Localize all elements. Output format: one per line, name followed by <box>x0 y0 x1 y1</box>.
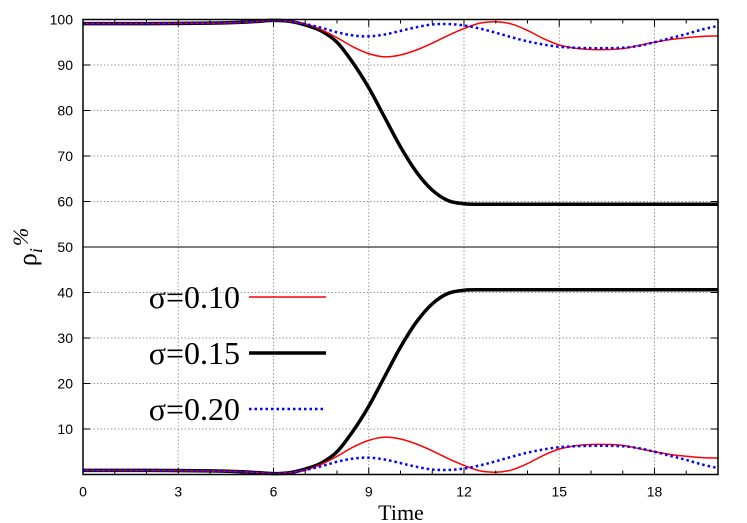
x-axis-label: Time <box>378 500 424 523</box>
axes: 0 3 6 9 12 15 18 10 20 30 40 50 60 70 80 90 100 <box>50 12 719 500</box>
x-tick-label: 15 <box>551 484 567 500</box>
grid <box>83 19 718 475</box>
y-tick-label: 70 <box>57 148 73 164</box>
series-group <box>82 18 719 476</box>
x-tick-label: 12 <box>456 484 472 500</box>
x-tick-label: 0 <box>79 484 87 500</box>
y-tick-label: 80 <box>57 103 73 119</box>
legend-label: σ=0.20 <box>149 391 240 427</box>
svg-text:ρi%: ρi% <box>8 228 46 266</box>
y-tick-label: 10 <box>57 421 73 437</box>
series-line-σ=0.20-upper <box>82 19 719 50</box>
y-tick-label: 40 <box>57 285 73 301</box>
y-tick-label: 30 <box>57 330 73 346</box>
y-label-rho: ρ <box>13 253 42 266</box>
y-label-unit: % <box>8 228 33 246</box>
y-label-subscript: i <box>26 248 46 253</box>
y-axis-label: ρi% <box>8 228 46 266</box>
x-tick-label: 9 <box>365 484 373 500</box>
y-tick-label: 20 <box>57 376 73 392</box>
x-tick-label: 6 <box>270 484 278 500</box>
x-tick-label: 3 <box>174 484 182 500</box>
x-tick-label: 18 <box>647 484 663 500</box>
y-tick-label: 60 <box>57 194 73 210</box>
series-line-σ=0.20-lower <box>82 444 719 475</box>
legend-label: σ=0.10 <box>149 279 240 315</box>
legend-label: σ=0.15 <box>149 335 240 371</box>
y-tick-label: 90 <box>57 57 73 73</box>
y-tick-label: 50 <box>57 239 73 255</box>
legend: σ=0.10 σ=0.15 σ=0.20 <box>149 279 326 427</box>
y-tick-label: 100 <box>50 12 74 28</box>
